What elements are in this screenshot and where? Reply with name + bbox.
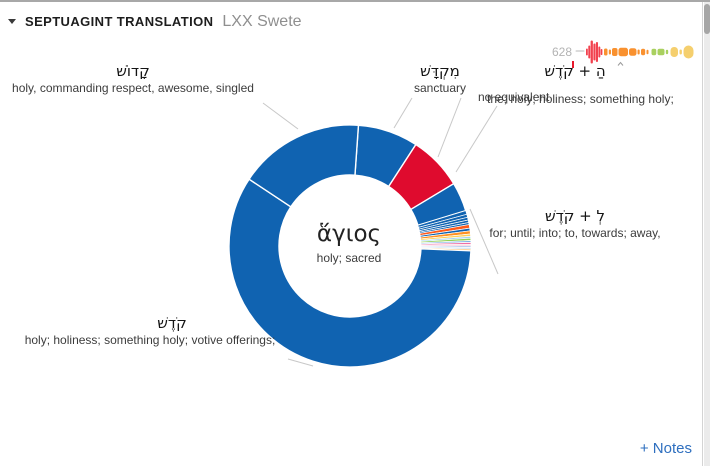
sparkline-bar xyxy=(600,49,603,55)
leader-lines xyxy=(262,97,499,367)
donut-slice-qadosh[interactable] xyxy=(248,124,360,208)
sparkline-bar xyxy=(612,48,618,56)
leader-line-qadosh xyxy=(262,102,299,130)
sparkline-bars xyxy=(575,40,694,64)
lemma-gloss-ha-qodesh: the; holy; holiness; something holy; xyxy=(487,92,674,106)
slice-label-no-equivalent[interactable]: no equivalent xyxy=(478,90,550,104)
sparkline-bar xyxy=(641,48,646,56)
sparkline-bar xyxy=(657,48,665,56)
section-title: SEPTUAGINT TRANSLATION xyxy=(25,14,214,29)
section-header[interactable]: SEPTUAGINT TRANSLATION LXX Swete xyxy=(8,13,302,31)
sparkline-bar xyxy=(670,47,679,57)
panel-border xyxy=(702,2,703,466)
collapse-triangle-icon[interactable] xyxy=(8,19,16,24)
resource-name: LXX Swete xyxy=(222,13,302,30)
label-highlight-marker xyxy=(572,61,574,68)
lemma-gloss-qodesh: holy; holiness; something holy; votive o… xyxy=(24,333,276,348)
donut-slice-qodesh[interactable] xyxy=(228,178,472,368)
lemma-gloss-le-qodesh: for; until; into; to, towards; away, xyxy=(489,226,661,241)
scrollbar-track[interactable] xyxy=(704,2,710,466)
sparkline-bar xyxy=(683,45,694,59)
sparkline-bar xyxy=(646,49,649,55)
donut-center-label[interactable]: ἅγιος holy; sacred xyxy=(249,221,449,265)
sparkline-bar xyxy=(679,49,682,55)
hebrew-lemma-qadosh: קָדוֹשׁ xyxy=(116,62,150,80)
add-notes-link[interactable]: + Notes xyxy=(639,440,692,457)
leader-line-miqdash xyxy=(393,97,413,129)
sparkline-bar xyxy=(595,42,599,62)
slice-label-ha-qodesh[interactable]: הַ + קֹדֶשׁ xyxy=(500,62,650,80)
lemma-gloss-miqdash: sanctuary xyxy=(413,81,467,96)
sparkline-bar xyxy=(590,40,593,64)
scrollbar-thumb[interactable] xyxy=(704,4,710,34)
sparkline-bar xyxy=(651,48,657,56)
frequency-count: 628 xyxy=(552,45,573,59)
sparkline-position-marker xyxy=(617,61,624,66)
lemma-gloss-qadosh: holy, commanding respect, awesome, singl… xyxy=(12,81,254,96)
sparkline-bar xyxy=(586,48,588,56)
leader-line-ha-qodesh xyxy=(455,105,498,173)
greek-lemma: ἅγιος xyxy=(316,221,382,247)
sparkline-bar xyxy=(629,48,637,56)
hebrew-lemma-le-qodesh: לְ + קֹדֶשׁ xyxy=(544,207,606,225)
slice-label-qodesh[interactable]: קֹדֶשׁ holy; holiness; something holy; v… xyxy=(20,314,280,348)
sparkline-bar xyxy=(575,50,585,52)
hebrew-lemma-ha-qodesh: הַ + קֹדֶשׁ xyxy=(544,62,606,80)
frequency-indicator[interactable]: 628 xyxy=(552,38,697,66)
slice-label-qadosh[interactable]: קָדוֹשׁ holy, commanding respect, awesom… xyxy=(8,62,258,96)
sparkline-bar xyxy=(608,49,612,55)
leader-line-le-qodesh xyxy=(469,208,499,275)
sparkline-bar xyxy=(598,46,601,58)
donut-slices xyxy=(228,124,472,368)
sparkline-bar xyxy=(588,45,591,59)
hebrew-lemma-miqdash: מִקְדָּשׁ xyxy=(420,62,460,80)
greek-gloss: holy; sacred xyxy=(316,251,382,265)
slice-label-miqdash[interactable]: מִקְדָּשׁ sanctuary xyxy=(385,62,495,96)
sparkline-bar xyxy=(637,49,640,55)
hebrew-lemma-qodesh: קֹדֶשׁ xyxy=(157,314,187,332)
sparkline-bar xyxy=(618,47,629,57)
sparkline-bar xyxy=(665,49,669,55)
leader-line-qodesh xyxy=(287,358,314,367)
sparkline-bar xyxy=(593,43,596,61)
slice-label-le-qodesh[interactable]: לְ + קֹדֶשׁ for; until; into; to, toward… xyxy=(470,207,680,241)
frequency-sparkline[interactable] xyxy=(575,38,697,66)
leader-line-no-equivalent xyxy=(437,97,462,158)
sparkline-bar xyxy=(604,48,608,56)
